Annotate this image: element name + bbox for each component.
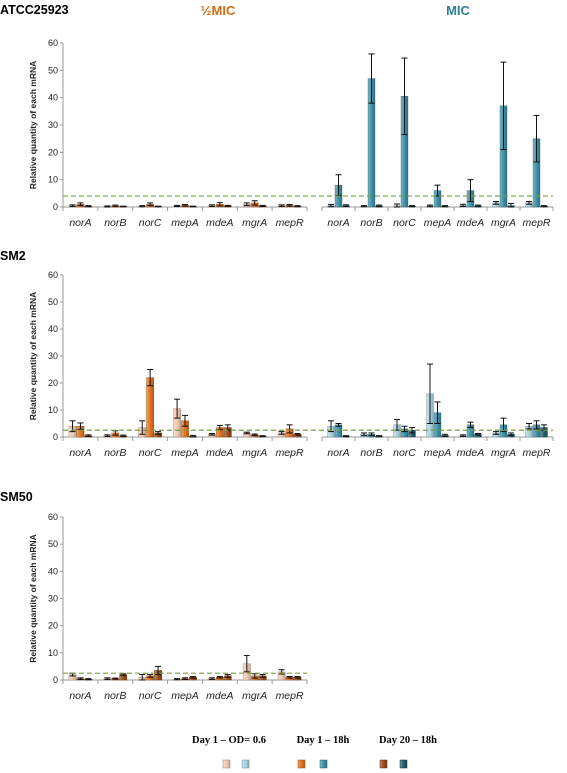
- chart-panel: ATCC25923 Relative quantity of each mRNA 0…: [0, 3, 554, 229]
- category-label: norA: [69, 690, 91, 702]
- category-label: norB: [104, 447, 126, 459]
- chart-title: SM2: [0, 249, 26, 263]
- category-label: norC: [139, 690, 162, 702]
- chart-panel: SM50 Relative quantity of each mRNA 0 10 20 3…: [0, 490, 308, 702]
- category-label: norB: [104, 217, 126, 229]
- category-label: mepR: [276, 447, 304, 459]
- legend-swatch: [297, 759, 306, 769]
- category-label: norA: [327, 217, 349, 229]
- category-label: mepA: [171, 217, 198, 229]
- y-tick-label: 40: [48, 566, 58, 576]
- legend-label: Day 1 – OD= 0.6: [192, 735, 266, 746]
- y-tick-label: 50: [48, 297, 58, 307]
- legend-swatch: [222, 759, 231, 769]
- legend-label: Day 20 – 18h: [379, 735, 437, 746]
- category-label: norB: [104, 690, 126, 702]
- category-label: mdeA: [206, 217, 233, 229]
- category-label: mepA: [171, 690, 198, 702]
- category-label: mepA: [424, 447, 451, 459]
- category-label: norC: [393, 447, 416, 459]
- y-axis-label: Relative quantity of each mRNA: [28, 61, 38, 189]
- condition-label: MIC: [446, 3, 470, 18]
- y-tick-label: 40: [48, 93, 58, 103]
- y-axis-label: Relative quantity of each mRNA: [28, 292, 38, 420]
- bar: [146, 377, 155, 438]
- category-label: mgrA: [242, 447, 267, 459]
- category-label: mgrA: [242, 690, 267, 702]
- chart-panel: SM2 Relative quantity of each mRNA 0 10 20 30…: [0, 249, 554, 459]
- chart-title: ATCC25923: [0, 3, 69, 17]
- category-label: mepR: [522, 217, 550, 229]
- chart-title: SM50: [0, 490, 33, 504]
- y-tick-label: 20: [48, 378, 58, 388]
- y-tick-label: 0: [53, 432, 58, 442]
- y-axis-label: Relative quantity of each mRNA: [28, 534, 38, 662]
- y-tick-label: 20: [48, 621, 58, 631]
- y-tick-label: 60: [48, 270, 58, 280]
- category-label: norB: [360, 447, 382, 459]
- y-tick-label: 40: [48, 324, 58, 334]
- category-label: norC: [139, 447, 162, 459]
- category-label: mgrA: [242, 217, 267, 229]
- y-tick-label: 30: [48, 120, 58, 130]
- legend-label: Day 1 – 18h: [297, 735, 350, 746]
- category-label: mepR: [522, 447, 550, 459]
- y-tick-label: 10: [48, 175, 58, 185]
- category-label: mdeA: [206, 447, 233, 459]
- legend-swatch: [241, 759, 250, 769]
- y-tick-label: 10: [48, 405, 58, 415]
- legend-swatch: [399, 759, 408, 769]
- category-label: mgrA: [491, 447, 516, 459]
- y-tick-label: 50: [48, 65, 58, 75]
- category-label: norA: [327, 447, 349, 459]
- category-label: norC: [139, 217, 162, 229]
- category-label: mepA: [171, 447, 198, 459]
- y-tick-label: 60: [48, 512, 58, 522]
- category-label: mdeA: [206, 690, 233, 702]
- y-tick-label: 20: [48, 147, 58, 157]
- category-label: norA: [69, 447, 91, 459]
- legend-swatch: [379, 759, 388, 769]
- category-label: mepA: [424, 217, 451, 229]
- category-label: mdeA: [457, 447, 484, 459]
- category-label: norB: [360, 217, 382, 229]
- y-tick-label: 10: [48, 648, 58, 658]
- y-tick-label: 60: [48, 38, 58, 48]
- category-label: norA: [69, 217, 91, 229]
- y-tick-label: 0: [53, 675, 58, 685]
- y-tick-label: 30: [48, 351, 58, 361]
- category-label: mepR: [276, 217, 304, 229]
- category-label: mgrA: [491, 217, 516, 229]
- legend: Day 1 – OD= 0.6 Day 1 – 18h Day 20 – 18h: [192, 735, 437, 769]
- legend-swatch: [319, 759, 328, 769]
- condition-label: ½MIC: [201, 3, 236, 18]
- y-tick-label: 30: [48, 594, 58, 604]
- y-tick-label: 0: [53, 202, 58, 212]
- category-label: mepR: [276, 690, 304, 702]
- category-label: norC: [393, 217, 416, 229]
- category-label: mdeA: [457, 217, 484, 229]
- y-tick-label: 50: [48, 539, 58, 549]
